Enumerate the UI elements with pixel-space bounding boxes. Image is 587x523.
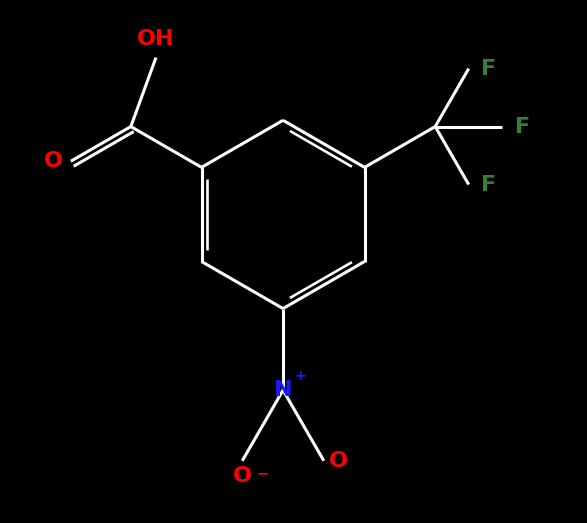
Text: O: O: [233, 466, 252, 486]
Text: F: F: [481, 175, 497, 195]
Text: O: O: [329, 451, 348, 471]
Text: +: +: [295, 369, 307, 382]
Text: OH: OH: [137, 29, 175, 49]
Text: F: F: [481, 59, 497, 78]
Text: N: N: [274, 380, 292, 400]
Text: O: O: [43, 151, 62, 171]
Text: −: −: [256, 466, 268, 480]
Text: F: F: [515, 117, 530, 137]
